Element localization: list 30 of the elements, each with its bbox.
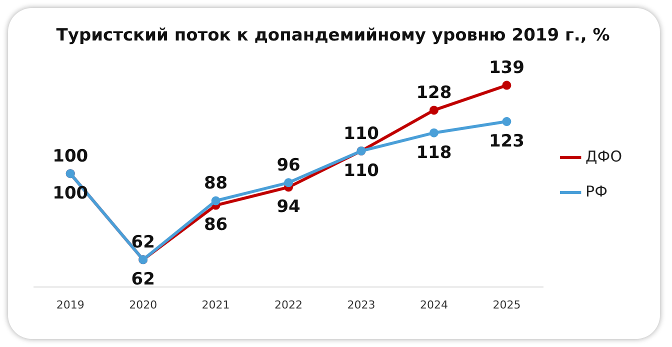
x-tick-label: 2024 [420, 298, 448, 312]
legend-label: ДФО [586, 147, 622, 166]
data-label: 62 [131, 232, 155, 253]
data-label: 118 [416, 142, 452, 163]
data-label: 96 [276, 156, 300, 176]
data-label: 100 [52, 184, 88, 204]
point [429, 128, 438, 138]
data-label: 94 [276, 197, 301, 218]
legend-label: РФ [586, 182, 608, 200]
data-label: 128 [416, 83, 452, 104]
x-tick-label: 2023 [347, 298, 376, 312]
data-label: 123 [488, 131, 524, 152]
point [429, 106, 438, 115]
x-tick-label: 2022 [274, 298, 303, 312]
point [502, 80, 512, 90]
x-tick-label: 2021 [202, 298, 230, 312]
data-label: 86 [204, 215, 228, 236]
chart-title: Туристский поток к допандемийному уровню 2019 г., % [56, 26, 610, 46]
x-tick-label: 2025 [492, 298, 521, 312]
data-label: 110 [344, 160, 380, 181]
x-tick-label: 2019 [56, 298, 84, 312]
data-label: 88 [204, 174, 228, 194]
point [284, 178, 294, 188]
point [211, 196, 220, 206]
point [502, 117, 512, 126]
data-label: 139 [488, 58, 524, 78]
data-label: 110 [344, 124, 380, 144]
x-tick-label: 2020 [129, 298, 158, 312]
data-label: 100 [52, 146, 88, 167]
data-label: 62 [131, 270, 155, 290]
